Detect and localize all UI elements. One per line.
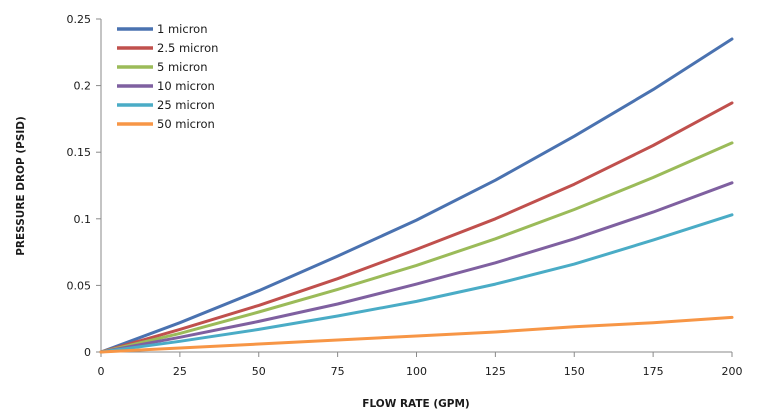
- axes: 0 0.05 0.1 0.15 0.2 0.25 0 25 50 75 100 125 150 175 20…: [67, 13, 743, 378]
- y-tick-label: 0.15: [67, 146, 92, 159]
- legend-entry: 5 micron: [157, 60, 208, 74]
- x-tick-label: 50: [252, 365, 266, 378]
- y-tick-label: 0: [84, 346, 91, 359]
- legend-entry: 2.5 micron: [157, 41, 218, 55]
- series-line-0: [99, 37, 734, 354]
- y-tick-label: 0.25: [67, 13, 92, 26]
- series-line-5: [99, 315, 734, 354]
- x-tick-label: 100: [406, 365, 427, 378]
- series-lines: [99, 37, 734, 354]
- series-line-3: [99, 181, 734, 354]
- x-tick-label: 200: [722, 365, 743, 378]
- series-line-4: [99, 213, 734, 354]
- x-tick-label: 75: [331, 365, 345, 378]
- legend: 1 micron 2.5 micron 5 micron 10 micron 25 mi…: [117, 22, 218, 131]
- y-axis-label: PRESSURE DROP (PSID): [15, 116, 27, 256]
- y-tick-label: 0.2: [74, 80, 92, 93]
- legend-entry: 25 micron: [157, 98, 215, 112]
- x-tick-label: 125: [485, 365, 506, 378]
- x-tick-label: 175: [643, 365, 664, 378]
- x-tick-label: 0: [98, 365, 105, 378]
- x-tick-label: 25: [173, 365, 187, 378]
- x-axis-label: FLOW RATE (GPM): [362, 398, 469, 410]
- y-tick-label: 0.1: [74, 213, 92, 226]
- series-line-2: [99, 141, 734, 354]
- series-line-1: [99, 101, 734, 354]
- legend-entry: 50 micron: [157, 117, 215, 131]
- legend-entry: 10 micron: [157, 79, 215, 93]
- legend-entry: 1 micron: [157, 22, 208, 36]
- y-tick-label: 0.05: [67, 279, 92, 292]
- x-tick-label: 150: [564, 365, 585, 378]
